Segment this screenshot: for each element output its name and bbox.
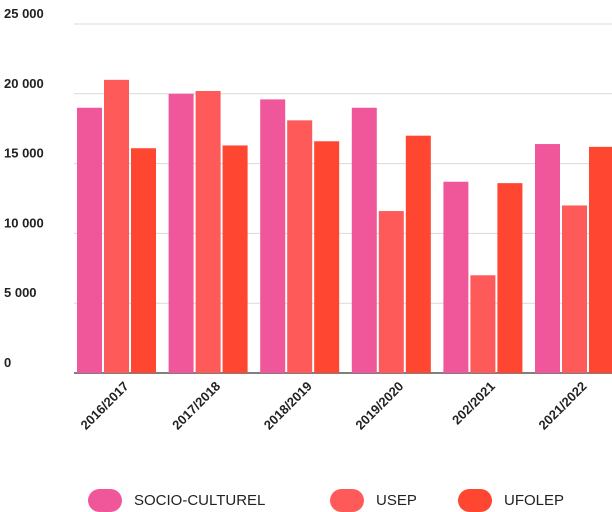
x-tick-label: 2016/2017	[78, 379, 132, 433]
bar	[589, 146, 612, 373]
x-tick-label: 202/2021	[449, 379, 498, 428]
bar-chart: 0 5 000 10 000 15 000 20 000 25 000 2016/2017…	[4, 6, 612, 433]
bar	[287, 120, 313, 373]
y-tick-label: 15 000	[4, 146, 44, 161]
x-tick-label: 2021/2022	[536, 379, 590, 433]
bar	[497, 183, 523, 373]
bar	[104, 79, 129, 373]
legend-label-socio-culturel: SOCIO-CULTUREL	[134, 491, 266, 509]
bar	[443, 181, 469, 373]
bar	[131, 148, 156, 373]
legend-label-ufolep: UFOLEP	[504, 491, 565, 509]
x-axis-labels: 2016/2017 2017/2018 2018/2019 2019/2020 202/…	[78, 379, 590, 433]
bar	[405, 135, 431, 373]
legend-swatch-socio-culturel	[88, 488, 122, 512]
legend: SOCIO-CULTUREL USEP UFOLEP	[0, 488, 612, 512]
legend-label-usep: USEP	[376, 491, 417, 509]
x-tick-label: 2019/2020	[352, 379, 406, 433]
bar	[222, 145, 248, 373]
x-tick-label: 2018/2019	[261, 379, 315, 433]
legend-swatch-usep	[330, 488, 364, 512]
bars	[77, 79, 612, 374]
legend-item-socio-culturel: SOCIO-CULTUREL	[88, 488, 265, 512]
bar	[195, 91, 221, 374]
bar	[470, 275, 496, 373]
legend-item-ufolep: UFOLEP	[458, 488, 564, 512]
bar	[168, 93, 194, 374]
bar	[77, 107, 102, 373]
legend-item-usep: USEP	[330, 488, 417, 512]
bar	[260, 99, 286, 373]
bar	[378, 211, 404, 373]
bar	[562, 205, 587, 373]
y-tick-label: 0	[4, 355, 11, 370]
y-tick-label: 20 000	[4, 76, 44, 91]
y-axis-ticks: 0 5 000 10 000 15 000 20 000 25 000	[4, 6, 44, 370]
y-tick-label: 10 000	[4, 215, 44, 230]
y-tick-label: 25 000	[4, 6, 44, 21]
y-tick-label: 5 000	[4, 285, 37, 300]
legend-swatch-ufolep	[458, 488, 492, 512]
bar	[535, 144, 560, 373]
x-tick-label: 2017/2018	[169, 379, 223, 433]
bar	[351, 107, 377, 373]
bar	[314, 141, 340, 373]
